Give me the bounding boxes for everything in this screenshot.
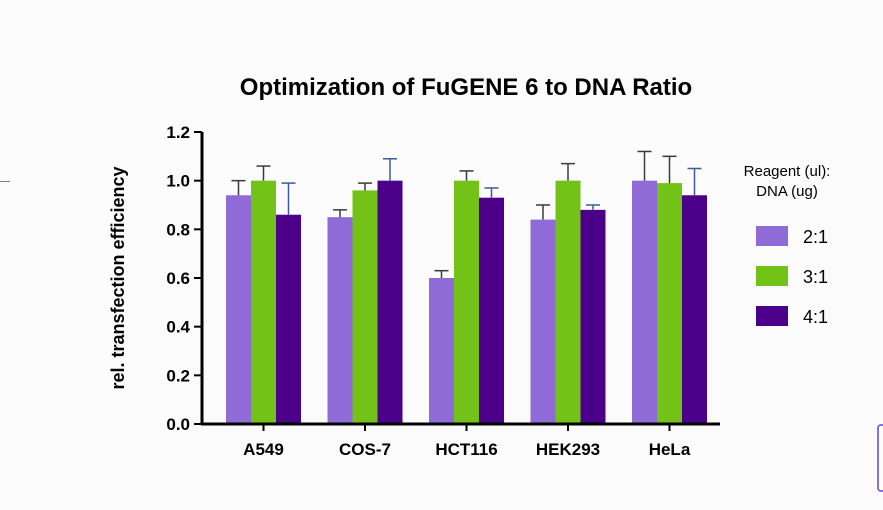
y-tick-label: 0.4 [166,318,190,337]
legend-label-3-to-1: 3:1 [803,267,828,287]
bar-cos-7-3-to-1 [352,190,378,424]
bar-a549-4-to-1 [276,214,301,424]
bar-a549-3-to-1 [251,180,276,424]
legend-label-2-to-1: 2:1 [803,227,828,247]
bar-hela-3-to-1 [657,183,682,424]
x-tick-label: HEK293 [536,440,600,459]
x-tick-label: COS-7 [339,440,391,459]
y-tick-label: 0.2 [166,366,190,385]
bar-hct116-2-to-1 [429,278,454,424]
x-tick-label: A549 [243,440,284,459]
bar-hek293-3-to-1 [555,180,581,424]
bar-hela-2-to-1 [632,180,657,424]
y-tick-label: 0.6 [166,269,190,288]
x-tick-label: HeLa [649,440,691,459]
legend-label-4-to-1: 4:1 [803,307,828,327]
x-tick-label: HCT116 [435,440,497,459]
legend-title-line-2: DNA (ug) [756,183,818,200]
y-tick-label: 1.0 [166,172,190,191]
plot-area: 0.0 0.2 0.4 0.6 0.8 1.0 1.2 A549 COS-7 HCT116 HEK2… [166,123,720,459]
legend: Reagent (ul): DNA (ug) 2:1 3:1 4:1 [744,163,831,327]
bar-a549-2-to-1 [226,195,251,424]
y-axis-label: rel. transfection efficiency [108,166,128,389]
y-tick-label: 1.2 [166,123,190,142]
legend-swatch-3-to-1 [756,266,788,286]
y-tick-label: 0.0 [166,415,190,434]
legend-title-line-1: Reagent (ul): [744,163,831,180]
left-edge-divider [0,181,10,182]
bar-hct116-4-to-1 [479,197,504,424]
bar-cos-7-2-to-1 [327,217,353,424]
bar-hela-4-to-1 [682,195,707,424]
chart-title: Optimization of FuGENE 6 to DNA Ratio [240,74,692,101]
bar-cos-7-4-to-1 [377,180,403,424]
bar-hek293-2-to-1 [530,219,556,424]
legend-swatch-4-to-1 [756,306,788,326]
y-tick-label: 0.8 [166,220,190,239]
bar-hct116-3-to-1 [454,180,479,424]
right-edge-widget [877,424,883,492]
legend-swatch-2-to-1 [756,226,788,246]
bar-hek293-4-to-1 [580,209,606,424]
